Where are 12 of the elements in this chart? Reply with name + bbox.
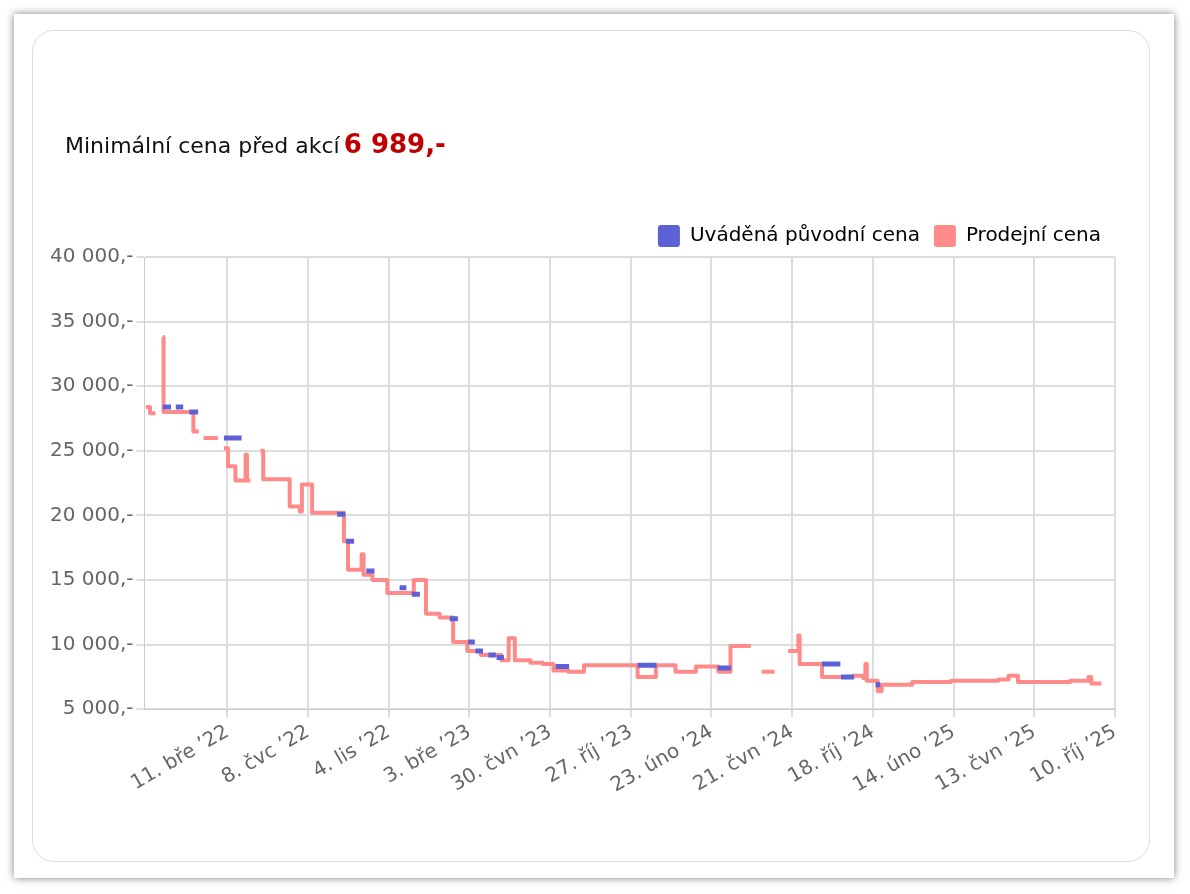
y-tick-label: 15 000,-: [49, 566, 134, 591]
y-tick-label: 35 000,-: [49, 307, 134, 332]
legend-label: Uváděná původní cena: [689, 222, 920, 247]
y-tick-label: 25 000,-: [49, 437, 134, 462]
legend-label: Prodejní cena: [965, 222, 1101, 247]
y-tick-label: 20 000,-: [49, 501, 134, 526]
chart-subtitle: 6 989,-: [343, 129, 446, 159]
y-tick-label: 30 000,-: [49, 372, 134, 397]
y-tick-label: 10 000,-: [49, 630, 134, 655]
y-tick-label: 5 000,-: [62, 695, 134, 720]
y-tick-label: 40 000,-: [49, 243, 134, 268]
chart-title: Minimální cena před akcí: [65, 133, 340, 158]
